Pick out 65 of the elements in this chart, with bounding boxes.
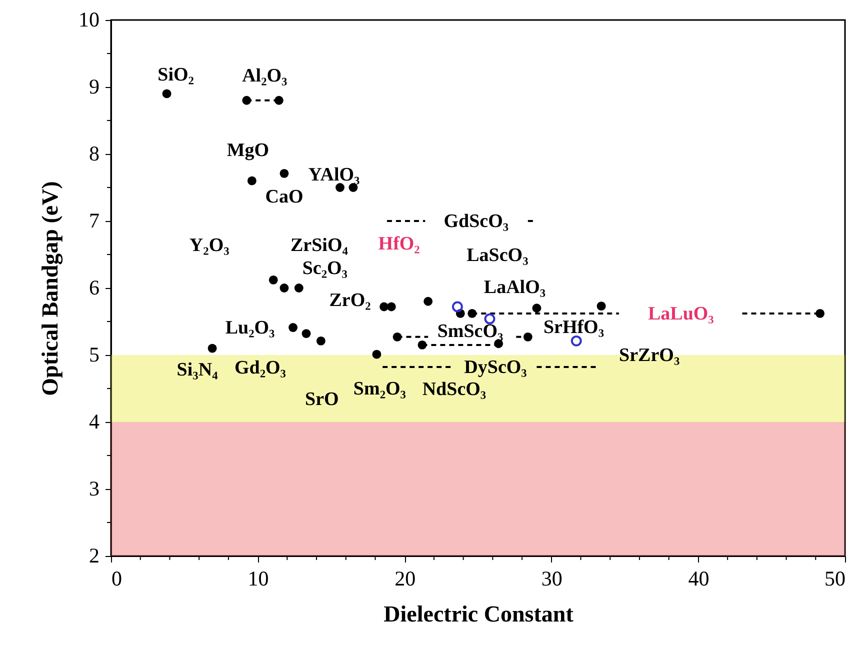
annotation: SiO₂ — [158, 64, 194, 86]
point — [302, 329, 311, 338]
annotation: LaAlO₃ — [484, 277, 546, 298]
point — [468, 308, 477, 318]
point — [484, 313, 496, 324]
point — [280, 284, 289, 292]
annotation: Sc₂O₃ — [302, 258, 348, 279]
point — [523, 332, 532, 342]
annotation: ZrSiO₄ — [290, 235, 348, 256]
point — [372, 350, 382, 359]
point — [392, 332, 402, 342]
annotation: Gd₂O₃ — [234, 358, 286, 379]
point — [424, 296, 433, 306]
y-tick-label: 7 — [89, 208, 100, 232]
point — [242, 96, 252, 105]
annotation: ZrO₂ — [329, 290, 372, 311]
annotation: MgO — [226, 140, 270, 161]
y-tick-label: 8 — [89, 142, 100, 166]
annotation: SmScO₃ — [437, 320, 504, 342]
annotation: SrZrO₃ — [619, 344, 680, 366]
point — [452, 301, 463, 312]
annotation: LaScO₃ — [466, 244, 529, 266]
y-tick-label: 6 — [89, 276, 100, 300]
annotation: Y₂O₃ — [189, 234, 230, 256]
point — [288, 323, 298, 332]
x-tick-label: 30 — [541, 566, 562, 590]
point — [208, 344, 217, 353]
point — [247, 176, 256, 186]
x-tick-label: 20 — [394, 566, 416, 590]
point — [294, 284, 304, 292]
point — [274, 96, 284, 105]
annotation: Lu₂O₃ — [225, 318, 276, 339]
x-tick-label: 50 — [824, 566, 846, 590]
annotation: LaLuO₃ — [648, 303, 714, 324]
x-tick-label: 10 — [248, 566, 269, 590]
point — [816, 308, 825, 318]
annotation: SrHfO₃ — [543, 316, 604, 338]
point — [418, 340, 427, 350]
annotation: NdScO₃ — [422, 378, 486, 400]
annotation: SrO — [305, 388, 339, 410]
x-tick-label: 0 — [112, 566, 122, 590]
point — [268, 275, 278, 284]
point — [532, 304, 542, 313]
y-tick-label: 3 — [89, 476, 100, 500]
annotation: Al₂O₃ — [242, 65, 288, 86]
annotation: DyScO₃ — [464, 357, 528, 378]
annotation: CaO — [265, 186, 304, 208]
annotation: Sm₂O₃ — [353, 378, 406, 400]
x-tick-label: 40 — [688, 566, 710, 590]
annotation: YAlO₃ — [308, 164, 360, 186]
point — [280, 168, 289, 178]
point — [596, 302, 606, 311]
x-axis-title: Dielectric Constant — [384, 602, 574, 626]
y-tick-label: 2 — [89, 544, 100, 568]
annotation: HfO₂ — [378, 233, 420, 254]
annotation: Si₃N₄ — [176, 359, 218, 380]
y-tick-label: 9 — [89, 74, 100, 98]
point — [316, 336, 326, 346]
point — [162, 89, 172, 98]
y-tick-label: 4 — [89, 410, 100, 434]
y-tick-label: 10 — [78, 8, 100, 32]
y-tick-label: 5 — [89, 342, 100, 366]
y-axis-title: Optical Bandgap (eV) — [38, 181, 64, 396]
point — [386, 302, 396, 312]
annotation: GdScO₃ — [444, 211, 509, 232]
